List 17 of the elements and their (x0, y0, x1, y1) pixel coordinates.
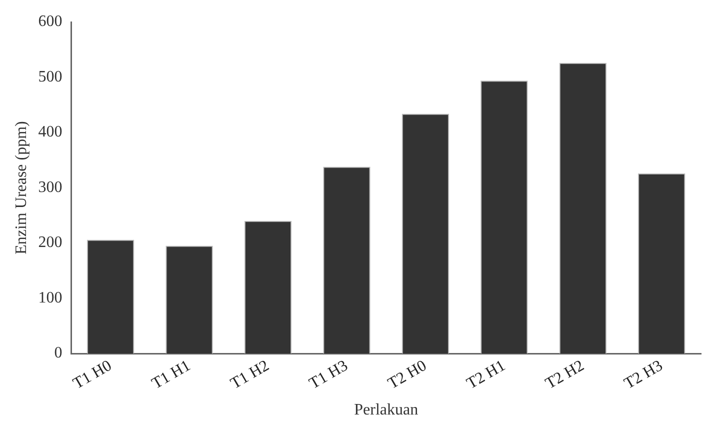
x-tick-label: T2 H1 (464, 357, 508, 393)
x-tick-label: T2 H2 (542, 357, 588, 393)
y-tick-label: 500 (38, 68, 62, 86)
y-tick-label: 600 (38, 13, 62, 30)
y-axis-title: Enzim Urease (ppm) (12, 121, 30, 254)
y-tick-label: 100 (38, 289, 62, 306)
x-tick-label: T1 H3 (306, 357, 351, 393)
x-tick-label: T2 H3 (621, 357, 666, 393)
x-axis-title: Perlakuan (354, 402, 418, 419)
x-tick-label: T1 H0 (70, 357, 115, 393)
y-tick-label: 300 (38, 178, 62, 196)
x-tick-label: T1 H1 (149, 357, 194, 393)
x-tick-label: T1 H2 (228, 357, 272, 393)
y-tick-label: 0 (54, 344, 62, 362)
y-tick-label: 200 (38, 234, 62, 252)
x-tick-label: T2 H0 (385, 357, 430, 393)
y-tick-label: 400 (38, 124, 62, 141)
